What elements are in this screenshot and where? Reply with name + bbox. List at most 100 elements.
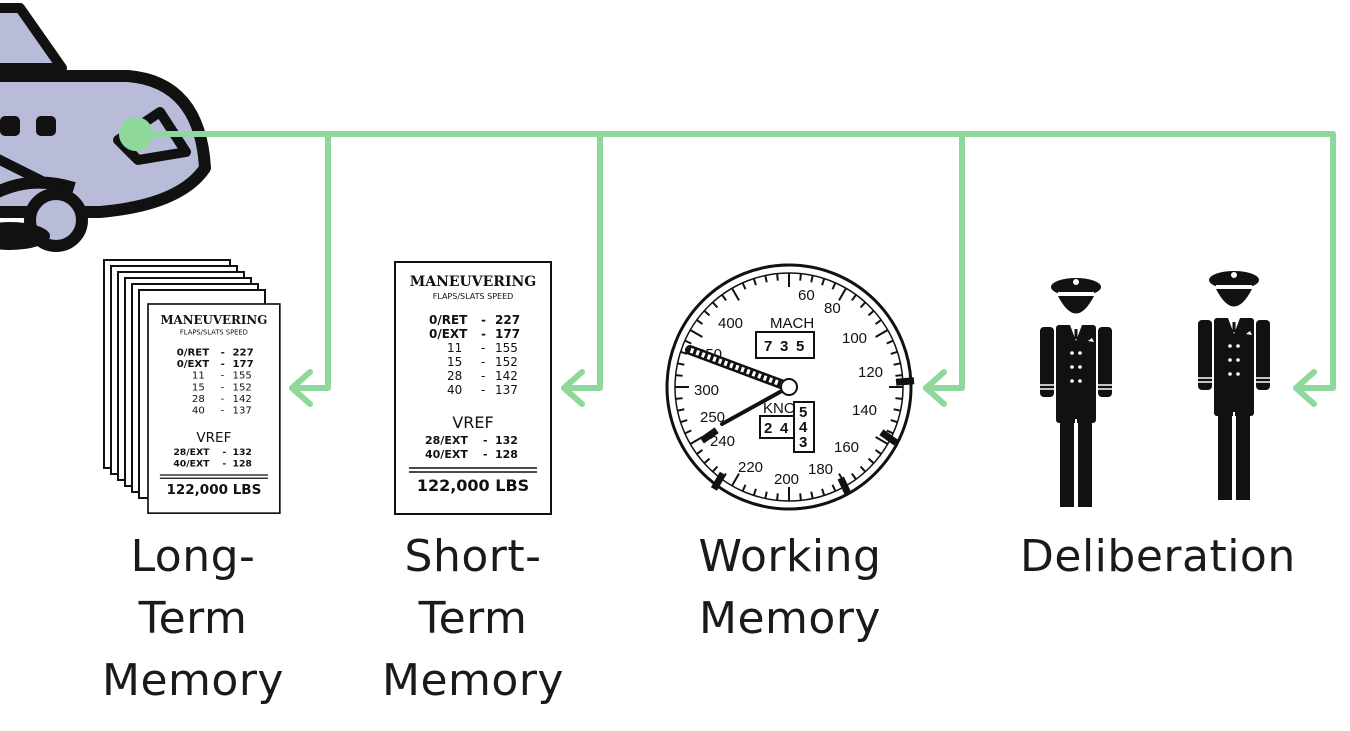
gauge-tick-label: 400 — [718, 315, 743, 332]
gauge-tick-mark — [752, 278, 757, 286]
gauge-tick-label: 220 — [738, 459, 763, 476]
gauge-tick-mark — [680, 350, 688, 355]
gauge-tick-mark — [677, 362, 685, 366]
gauge-tick-mark — [851, 472, 857, 480]
gauge-tick-mark — [684, 429, 692, 435]
gauge-tick-mark — [675, 397, 683, 400]
label-deliberation: Deliberation — [1020, 526, 1296, 588]
gauge-tick-mark — [874, 449, 882, 455]
gauge-tick-mark — [764, 491, 768, 499]
gauge-tick-mark — [886, 429, 894, 435]
gauge-tick-mark — [895, 397, 903, 400]
connector-lines — [119, 117, 1336, 407]
gauge-tick-mark — [821, 488, 826, 496]
label-line: Memory — [699, 593, 881, 644]
gauge-tick-mark — [867, 309, 875, 317]
gauge-tick-mark — [859, 301, 867, 309]
gauge-tick-mark — [731, 287, 740, 301]
gauge-tick-mark — [741, 282, 747, 290]
label-line: Memory — [382, 655, 564, 706]
gauge-tick-mark — [875, 329, 889, 338]
gauge-tick-mark — [696, 319, 704, 325]
gauge-tick-mark — [741, 484, 747, 492]
gauge-tick-label: 100 — [842, 330, 867, 347]
connector-deliberation — [1293, 131, 1336, 391]
gauge-tick-label: 200 — [774, 471, 799, 488]
gauge-tick-mark — [689, 329, 703, 338]
gauge-tick-mark — [821, 278, 826, 286]
mach-digit: 5 — [796, 338, 804, 355]
gauge-tick-label: 60 — [798, 287, 815, 304]
gauge-tick-mark — [875, 436, 889, 445]
gauge-tick-label: 300 — [694, 382, 719, 399]
knots-roll-digit: 5 — [799, 404, 807, 421]
gauge-tick-mark — [696, 449, 704, 455]
gauge-tick-label: 180 — [808, 461, 833, 478]
gauge-tick-mark — [703, 457, 711, 465]
gauge-needle-main — [685, 345, 794, 392]
label-line: Working — [698, 531, 882, 582]
gauge-tick-mark — [890, 419, 898, 424]
label-long-term-memory: Long-Term Memory — [80, 526, 306, 712]
gauge-tick-mark — [680, 419, 688, 424]
gauge-tick-mark — [810, 491, 814, 499]
gauge-tick-label: 160 — [834, 439, 859, 456]
label-working-memory: Working Memory — [690, 526, 890, 650]
gauge-tick-mark — [851, 294, 857, 302]
checklist-card-icon — [394, 261, 552, 515]
connector-long-term — [289, 131, 331, 391]
gauge-tick-mark — [703, 309, 711, 317]
pilot-icon — [1038, 276, 1114, 509]
gauge-tick-mark — [874, 319, 882, 325]
gauge-tick-mark — [752, 488, 757, 496]
arrow-working — [923, 369, 947, 407]
gauge-tick-mark — [721, 294, 727, 302]
gauge-tick-label: 140 — [852, 402, 877, 419]
mach-digit: 7 — [764, 338, 772, 355]
gauge-tick-mark — [677, 408, 685, 412]
gauge-tick-mark — [838, 287, 847, 301]
gauge-tick-mark — [731, 473, 740, 487]
mach-label: MACH — [770, 315, 814, 332]
label-line: Long-Term — [130, 531, 256, 644]
gauge-tick-mark — [890, 350, 898, 355]
gauge-tick-mark — [711, 465, 719, 473]
gauge-tick-mark — [886, 339, 894, 345]
knots-roll-digit: 3 — [799, 434, 807, 451]
label-line: Memory — [102, 655, 284, 706]
gauge-tick-mark — [859, 465, 867, 473]
gauge-tick-mark — [684, 339, 692, 345]
gauge-tick-label: 120 — [858, 364, 883, 381]
gauge-tick-mark — [895, 374, 903, 377]
gauge-tick-mark — [831, 282, 837, 290]
gauge-tick-mark — [831, 484, 837, 492]
gauge-needle-secondary — [720, 385, 791, 426]
knots-digit: 2 — [764, 420, 772, 437]
connector-working — [923, 131, 965, 391]
gauge-tick-mark — [810, 275, 814, 283]
airspeed-gauge-icon: 60 80 100 120 140 160 180 200 220 240 25… — [665, 263, 915, 511]
gauge-tick-mark — [764, 275, 768, 283]
mach-digit: 3 — [780, 338, 788, 355]
knots-roll-digit: 4 — [799, 419, 808, 436]
knots-digit: 4 — [780, 420, 789, 437]
label-line: Deliberation — [1020, 531, 1296, 582]
gauge-tick-label: 240 — [710, 433, 735, 450]
gauge-tick-mark — [799, 493, 802, 501]
label-line: Short-Term — [404, 531, 542, 644]
gauge-tick-mark — [675, 374, 683, 377]
airplane-icon — [0, 3, 211, 252]
gauge-tick-label: 250 — [700, 409, 725, 426]
gauge-tick-mark — [776, 493, 779, 501]
arrow-deliberation — [1293, 369, 1317, 407]
gauge-tick-mark — [776, 273, 779, 281]
gauge-tick-mark — [893, 408, 901, 412]
arrow-short-term — [561, 369, 585, 407]
gauge-tick-mark — [799, 273, 802, 281]
gauge-tick-mark — [867, 457, 875, 465]
label-short-term-memory: Short-Term Memory — [355, 526, 591, 712]
connector-short-term — [561, 131, 603, 391]
pilot-icon — [1196, 269, 1272, 502]
gauge-tick-mark — [893, 362, 901, 366]
